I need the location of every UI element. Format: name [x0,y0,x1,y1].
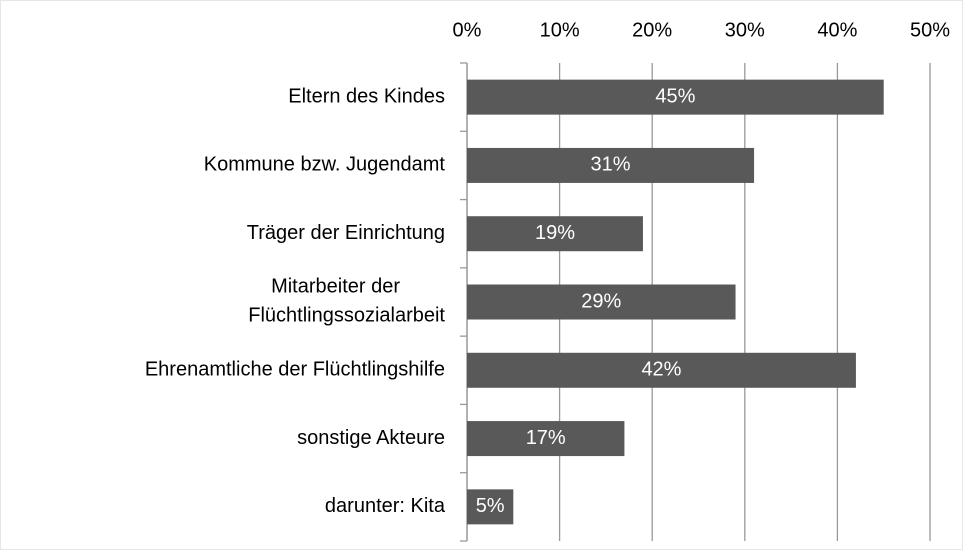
y-tick-label: darunter: Kita [325,495,446,517]
data-label: 42% [641,359,681,381]
data-label: 31% [591,154,631,176]
bar [467,352,856,388]
data-label: 29% [581,290,621,312]
bar [467,489,514,525]
x-tick-label: 10% [540,19,580,41]
x-tick-label: 30% [725,19,765,41]
bar [467,284,736,320]
data-label: 45% [655,85,695,107]
y-tick-label: Eltern des Kindes [288,85,445,107]
y-tick-label: Kommune bzw. Jugendamt [204,154,446,176]
y-tick-label: Träger der Einrichtung [247,222,445,244]
x-tick-label: 0% [453,19,482,41]
x-tick-label: 40% [817,19,857,41]
y-tick-label: sonstige Akteure [297,427,445,449]
x-tick-label: 20% [632,19,672,41]
x-tick-label: 50% [910,19,950,41]
y-tick-label: Ehrenamtliche der Flüchtlingshilfe [145,359,445,381]
bar [467,79,884,115]
y-tick-label: Mitarbeiter der Flüchtlingssozialarbeit [248,276,445,327]
bar [467,216,643,252]
bar [467,421,625,457]
data-label: 17% [526,427,566,449]
bar [467,147,755,183]
data-label: 19% [535,222,575,244]
data-label: 5% [476,495,505,517]
